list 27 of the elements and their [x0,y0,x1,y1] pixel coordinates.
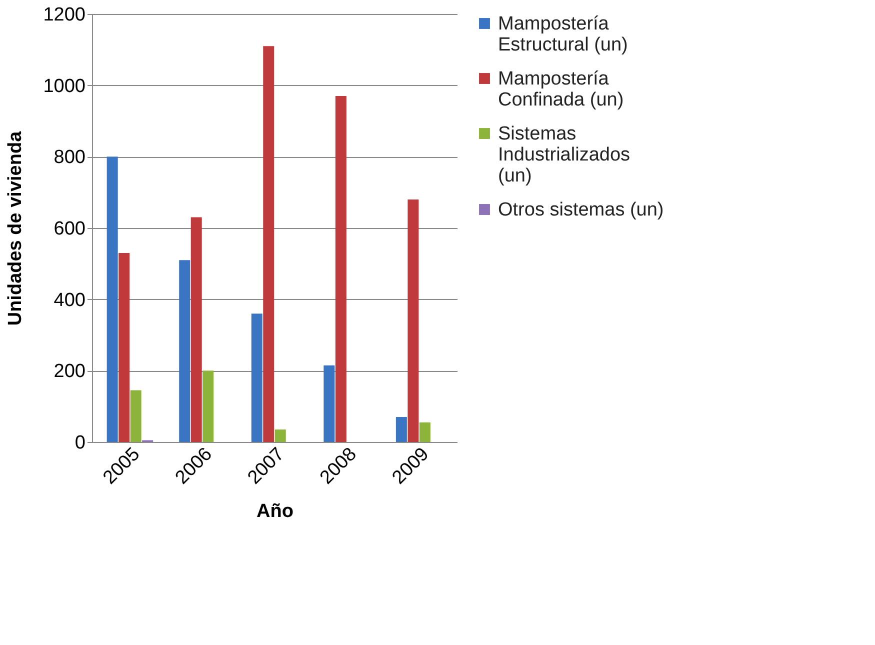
y-tick-label: 1000 [43,76,86,97]
x-axis-title: Año [256,500,294,522]
bar [408,199,419,442]
bar [118,252,130,442]
bar [190,217,202,442]
bar [202,370,214,442]
bar [251,314,262,442]
y-tick-label: 800 [54,147,86,168]
legend-label: Otros sistemas (un) [498,200,664,220]
y-tick-label: 1200 [43,4,86,26]
bar [130,390,142,442]
bar [106,156,118,442]
y-tick-label: 0 [74,432,86,454]
bar [396,417,407,442]
y-tick-label: 400 [54,290,86,311]
legend-label: Mampostería Estructural (un) [498,14,628,56]
bar [179,260,190,442]
legend-label: Sistemas Industrializados (un) [498,124,630,186]
bar [335,96,346,442]
y-tick-label: 200 [54,361,86,382]
bar [274,430,286,442]
legend-label: Mampostería Confinada (un) [498,68,624,110]
bar [419,422,430,442]
bar [324,365,335,442]
y-tick-label: 600 [54,218,86,240]
y-axis-title: Unidades de vivienda [5,130,26,326]
bar [263,46,274,442]
